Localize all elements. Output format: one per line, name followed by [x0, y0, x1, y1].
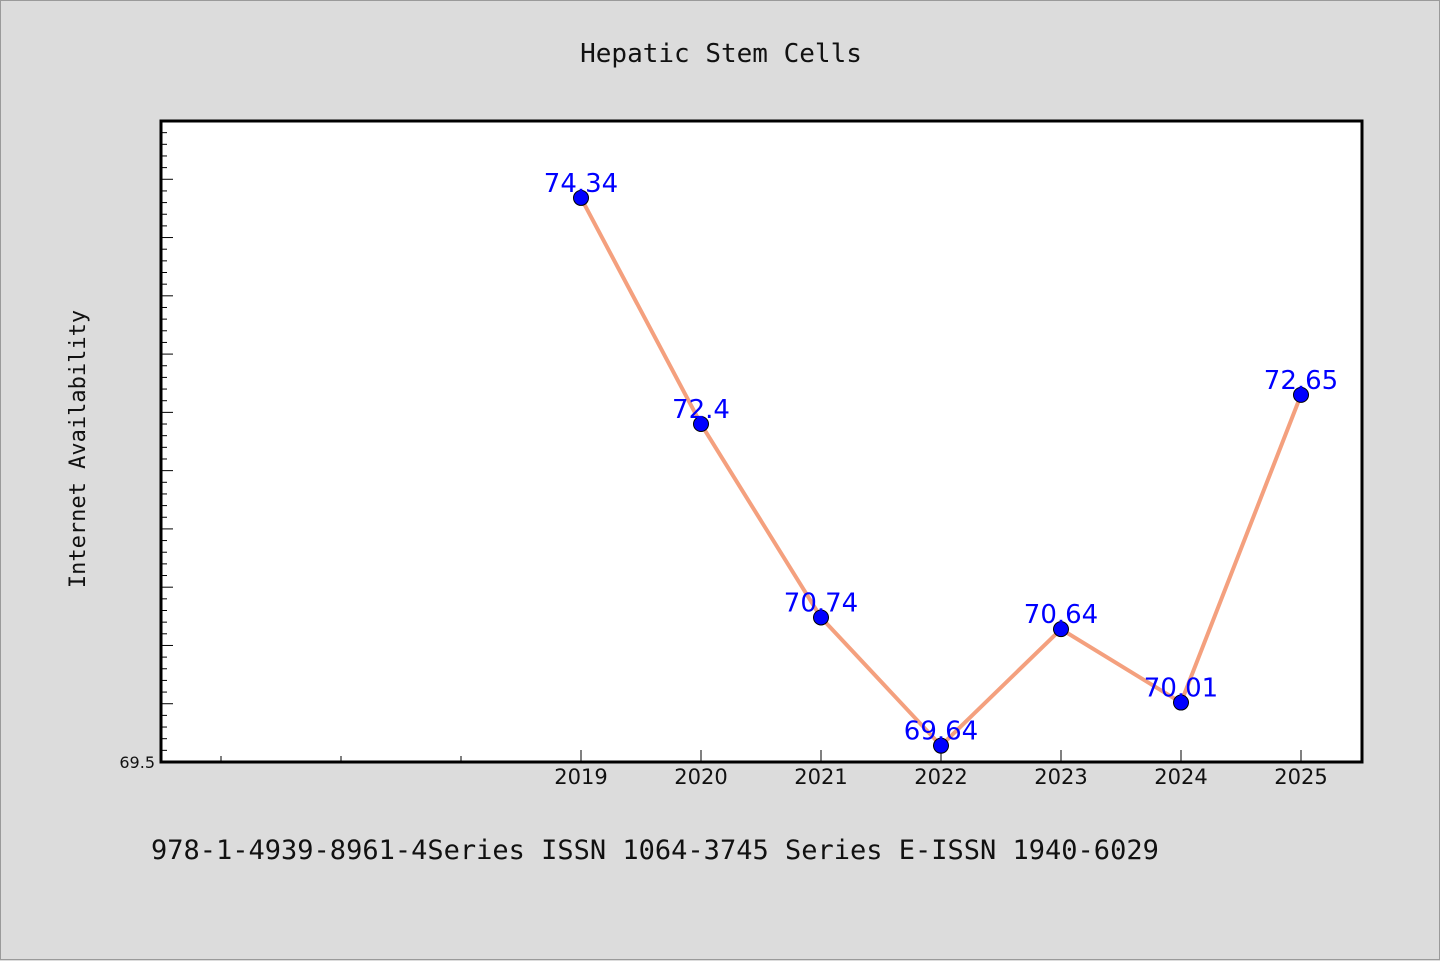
x-tick-label: 2025	[1274, 765, 1327, 789]
data-label: 70.01	[1144, 674, 1218, 704]
x-tick-label: 2019	[554, 765, 607, 789]
data-point	[813, 609, 829, 626]
x-tick-label: 2020	[674, 765, 727, 789]
plot-area	[159, 119, 1364, 764]
data-point	[1293, 386, 1309, 403]
data-point	[1053, 621, 1069, 638]
y-axis-label: Internet Availability	[66, 310, 91, 588]
data-label: 72.65	[1264, 366, 1338, 396]
footer-isbn-text: 978-1-4939-8961-4Series ISSN 1064-3745 S…	[151, 835, 1159, 866]
x-tick-label: 2022	[914, 765, 967, 789]
y-tick-label: 69.5	[119, 753, 155, 772]
x-tick-label: 2023	[1034, 765, 1087, 789]
series-layer	[573, 189, 1309, 754]
x-axis-ticks: 2019 2020 2021 2022 2023 2024 2025	[220, 750, 1328, 789]
data-label: 74.34	[544, 169, 618, 199]
data-point	[1173, 694, 1189, 711]
data-label: 70.64	[1024, 600, 1098, 630]
x-tick-label: 2024	[1154, 765, 1207, 789]
data-point	[693, 416, 709, 433]
x-tick-label: 2021	[794, 765, 847, 789]
data-label: 69.64	[904, 717, 978, 747]
data-label: 70.74	[784, 588, 858, 618]
y-axis-ticks: 69.5	[119, 120, 173, 772]
data-labels: 74.34 72.4 70.74 69.64 70.64 70.01 72.65	[544, 169, 1338, 747]
data-point	[573, 189, 589, 206]
data-label: 72.4	[672, 395, 730, 425]
data-point	[933, 737, 949, 754]
chart-title: Hepatic Stem Cells	[580, 39, 862, 69]
